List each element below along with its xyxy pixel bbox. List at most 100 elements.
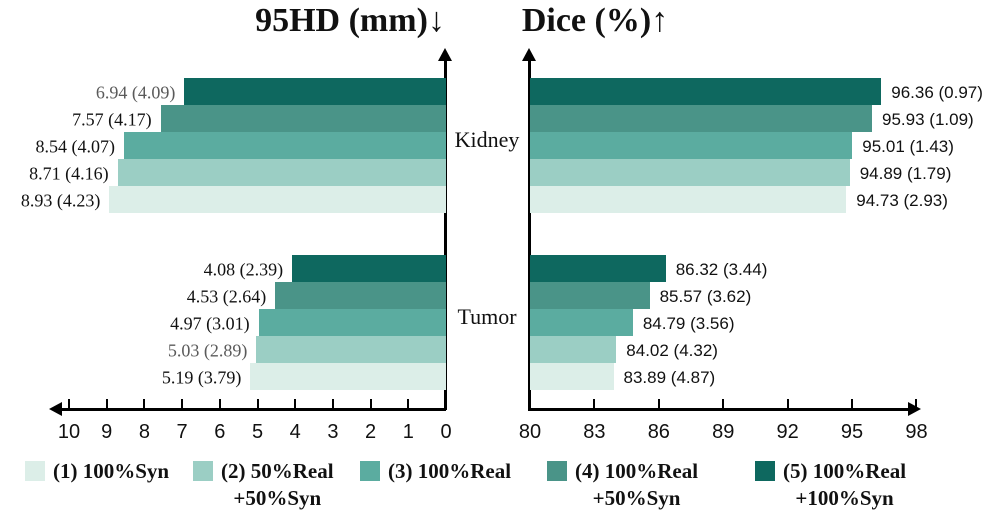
axis-tick-label: 6 xyxy=(214,421,226,443)
bar-value-label: 85.57 (3.62) xyxy=(659,286,752,306)
axis-tick-label: 95 xyxy=(840,421,864,443)
bar-value-label: 83.89 (4.87) xyxy=(623,367,716,387)
axis-tick-label: 2 xyxy=(365,421,377,443)
axis-tick-label: 7 xyxy=(176,421,188,443)
axis-tick-label: 1 xyxy=(402,421,414,443)
axis-tick xyxy=(143,399,146,408)
axis-tick xyxy=(915,399,918,408)
axis-tick xyxy=(445,399,447,408)
legend-label-line1: (4) 100%Real xyxy=(575,459,699,483)
bar xyxy=(250,363,446,390)
legend-label-line2: +50%Syn xyxy=(233,486,322,510)
axis-tick-label: 5 xyxy=(251,421,264,443)
axis-tick xyxy=(529,399,531,408)
axis-tick-label: 4 xyxy=(289,421,301,443)
bar-value-label: 8.71 (4.16) xyxy=(29,163,109,183)
bar xyxy=(292,255,446,282)
left-panel-title: 95HD (mm)↓ xyxy=(255,2,445,39)
bar xyxy=(530,159,850,186)
legend-label: (2) 50%Real +50%Syn xyxy=(221,458,334,512)
legend-item: (5) 100%Real +100%Syn xyxy=(755,458,906,512)
bar xyxy=(530,282,650,309)
legend-label: (4) 100%Real +50%Syn xyxy=(575,458,698,512)
legend-label-line2: +100%Syn xyxy=(795,486,894,510)
bar-value-label: 5.03 (2.89) xyxy=(167,340,248,360)
bar xyxy=(530,105,873,132)
axis-tick-label: 10 xyxy=(57,421,81,443)
bar xyxy=(117,159,446,186)
bar-value-label: 8.54 (4.07) xyxy=(35,136,116,156)
axis-tick xyxy=(256,399,259,408)
bar-value-label: 84.79 (3.56) xyxy=(642,313,735,333)
legend-label-line2: +50%Syn xyxy=(592,486,681,510)
axis-tick xyxy=(68,399,70,408)
bar xyxy=(530,186,847,213)
axis-tick xyxy=(722,399,725,408)
right-panel-title: Dice (%)↑ xyxy=(521,2,669,39)
legend-swatch xyxy=(25,461,45,481)
left-y-axis-arrow-icon xyxy=(438,48,452,61)
right-y-axis-arrow-icon xyxy=(522,48,536,61)
legend-item: (2) 50%Real +50%Syn xyxy=(193,458,334,512)
axis-tick xyxy=(369,399,372,408)
bar xyxy=(184,78,446,105)
bar xyxy=(109,186,446,213)
bar xyxy=(530,132,853,159)
legend-label-line1: (3) 100%Real xyxy=(388,459,512,483)
bar xyxy=(258,309,446,336)
axis-tick xyxy=(657,399,660,408)
left-x-axis xyxy=(60,408,446,411)
right-y-axis xyxy=(528,60,531,410)
axis-tick-label: 86 xyxy=(647,421,670,443)
bar xyxy=(530,78,882,105)
axis-tick xyxy=(294,399,297,408)
bar-value-label: 4.08 (2.39) xyxy=(203,259,284,279)
bar-value-label: 4.97 (3.01) xyxy=(170,313,250,333)
bar xyxy=(530,363,614,390)
legend-label: (1) 100%Syn xyxy=(53,458,169,485)
axis-tick-label: 8 xyxy=(138,421,150,443)
axis-tick-label: 3 xyxy=(327,421,339,443)
bar xyxy=(530,309,633,336)
axis-tick-label: 83 xyxy=(583,421,606,443)
bar-value-label: 84.02 (4.32) xyxy=(626,340,718,360)
bar-value-label: 5.19 (3.79) xyxy=(161,367,242,387)
bar-value-label: 95.01 (1.43) xyxy=(862,136,954,156)
legend-label-line1: (5) 100%Real xyxy=(783,459,907,483)
group-label-tumor: Tumor xyxy=(457,304,517,329)
axis-tick-label: 80 xyxy=(518,421,542,443)
axis-tick xyxy=(593,399,596,408)
left-y-axis xyxy=(444,60,447,410)
bar xyxy=(275,282,446,309)
legend-swatch xyxy=(360,461,380,481)
bar xyxy=(530,255,666,282)
axis-tick xyxy=(181,399,184,408)
axis-tick xyxy=(851,399,854,408)
axis-tick xyxy=(218,399,221,408)
axis-tick xyxy=(407,399,410,408)
left-x-axis-arrow-icon xyxy=(49,402,62,416)
legend-item: (4) 100%Real +50%Syn xyxy=(547,458,698,512)
axis-tick-label: 89 xyxy=(712,421,735,443)
axis-tick-label: 9 xyxy=(101,421,113,443)
legend-label-line1: (2) 50%Real xyxy=(221,459,334,483)
legend-swatch xyxy=(547,461,567,481)
legend-swatch xyxy=(755,461,775,481)
axis-tick xyxy=(105,399,108,408)
bar-value-label: 86.32 (3.44) xyxy=(675,259,768,279)
bar xyxy=(530,336,617,363)
legend-item: (1) 100%Syn xyxy=(25,458,169,485)
axis-tick-label: 0 xyxy=(440,421,452,443)
right-x-axis-arrow-icon xyxy=(908,402,921,416)
legend-label-line1: (1) 100%Syn xyxy=(53,459,170,483)
axis-tick xyxy=(786,399,789,408)
bar xyxy=(160,105,446,132)
group-label-kidney: Kidney xyxy=(454,127,520,152)
bar-value-label: 7.57 (4.17) xyxy=(72,109,152,129)
bar-value-label: 94.89 (1.79) xyxy=(859,163,952,183)
legend-item: (3) 100%Real xyxy=(360,458,511,485)
bar-value-label: 94.73 (2.93) xyxy=(856,190,948,210)
legend-label: (5) 100%Real +100%Syn xyxy=(783,458,906,512)
bar xyxy=(124,132,446,159)
